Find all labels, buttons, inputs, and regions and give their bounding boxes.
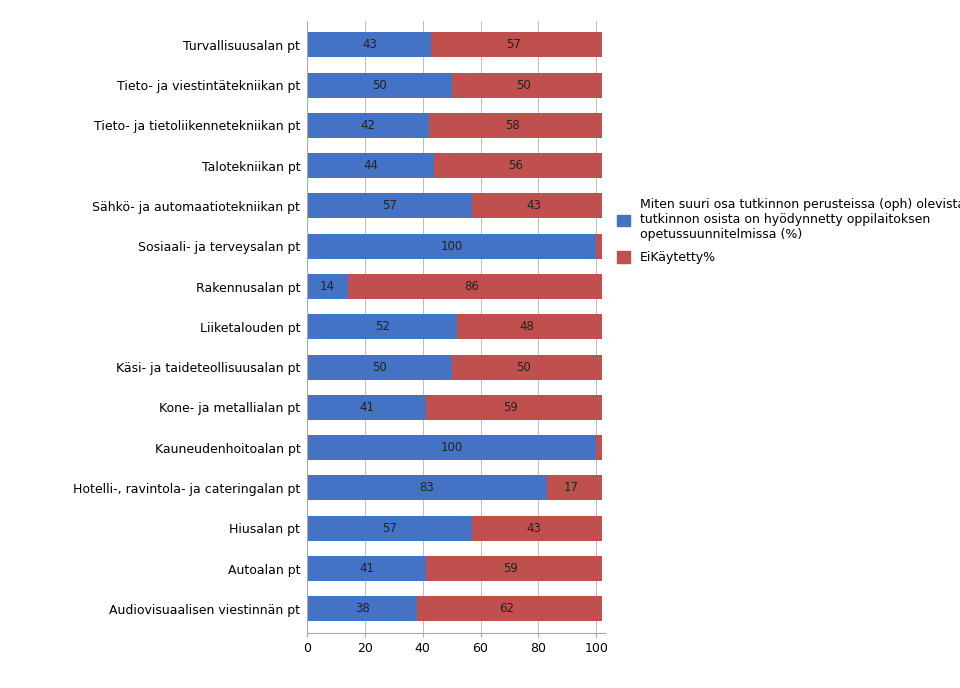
Text: 57: 57 (506, 39, 521, 52)
Bar (434, 153, 596, 178)
Bar (472, 193, 596, 218)
Bar (307, 113, 428, 138)
Bar (596, 113, 602, 138)
Text: 58: 58 (505, 119, 519, 132)
Bar (425, 395, 596, 420)
Bar (307, 73, 451, 98)
Bar (431, 32, 596, 57)
Text: 50: 50 (372, 361, 387, 374)
Bar (596, 193, 602, 218)
Bar (307, 153, 434, 178)
Text: 41: 41 (359, 562, 374, 575)
Bar (596, 314, 602, 339)
Bar (596, 475, 602, 500)
Text: 17: 17 (564, 482, 579, 495)
Text: 50: 50 (372, 78, 387, 92)
Text: 42: 42 (360, 119, 375, 132)
Legend: Miten suuri osa tutkinnon perusteissa (oph) olevista
tutkinnon osista on hyödynn: Miten suuri osa tutkinnon perusteissa (o… (617, 198, 960, 264)
Bar (596, 73, 602, 98)
Bar (307, 516, 472, 541)
Bar (307, 475, 547, 500)
Bar (596, 32, 602, 57)
Text: 14: 14 (320, 280, 335, 293)
Text: 38: 38 (355, 602, 370, 615)
Bar (307, 436, 596, 460)
Bar (451, 354, 596, 380)
Text: 43: 43 (527, 200, 541, 213)
Bar (417, 596, 596, 621)
Text: 100: 100 (441, 239, 463, 252)
Bar (307, 193, 472, 218)
Bar (596, 274, 602, 299)
Bar (596, 556, 602, 581)
Bar (348, 274, 596, 299)
Bar (458, 314, 596, 339)
Text: 48: 48 (519, 321, 534, 333)
Text: 59: 59 (503, 401, 518, 414)
Text: 41: 41 (359, 401, 374, 414)
Text: 50: 50 (516, 361, 531, 374)
Bar (307, 274, 348, 299)
Text: 43: 43 (362, 39, 376, 52)
Bar (307, 234, 596, 259)
Bar (547, 475, 596, 500)
Bar (307, 395, 425, 420)
Text: 59: 59 (503, 562, 518, 575)
Text: 57: 57 (382, 522, 397, 535)
Bar (307, 314, 458, 339)
Text: 57: 57 (382, 200, 397, 213)
Text: 100: 100 (441, 441, 463, 454)
Bar (596, 516, 602, 541)
Bar (425, 556, 596, 581)
Bar (596, 395, 602, 420)
Text: 86: 86 (465, 280, 479, 293)
Text: 44: 44 (363, 159, 378, 172)
Text: 43: 43 (527, 522, 541, 535)
Bar (307, 354, 451, 380)
Text: 62: 62 (499, 602, 514, 615)
Bar (472, 516, 596, 541)
Text: 83: 83 (420, 482, 435, 495)
Text: 56: 56 (508, 159, 522, 172)
Bar (596, 354, 602, 380)
Bar (307, 556, 425, 581)
Bar (596, 596, 602, 621)
Bar (307, 596, 417, 621)
Bar (428, 113, 596, 138)
Bar (307, 32, 431, 57)
Bar (596, 234, 602, 259)
Bar (596, 153, 602, 178)
Text: 50: 50 (516, 78, 531, 92)
Bar (451, 73, 596, 98)
Text: 52: 52 (375, 321, 390, 333)
Bar (596, 436, 602, 460)
